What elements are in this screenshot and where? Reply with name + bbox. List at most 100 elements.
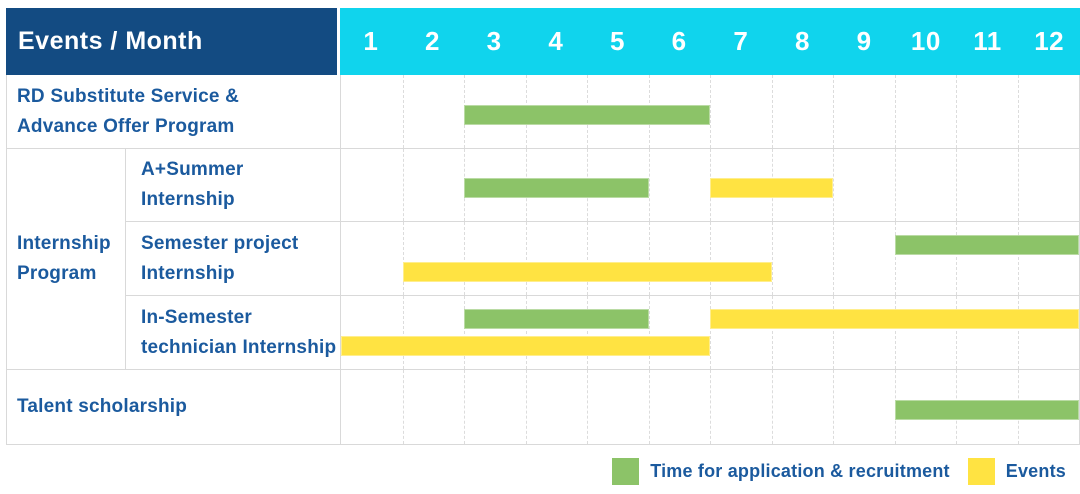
month-gridline: [956, 149, 957, 221]
row-label-line: Semester project: [141, 232, 299, 254]
legend-label: Time for application & recruitment: [650, 461, 950, 481]
row-label-a-plus-summer-internship: A+Summer Internship: [126, 149, 340, 221]
month-gridline: [710, 222, 711, 295]
month-gridline: [956, 222, 957, 295]
month-gridline: [894, 222, 896, 295]
legend-item-green: Time for application & recruitment: [612, 458, 950, 485]
bar-application-recruitment: [894, 400, 1079, 420]
events-month-table: Events / Month 1 2 3 4 5 6 7 8 9 10 11 12 RD Substi…: [6, 8, 1080, 445]
month-gridline: [771, 370, 773, 444]
month-gridline: [710, 75, 711, 148]
month-label: 7: [733, 26, 749, 56]
timeline-talent-scholarship: [340, 370, 1079, 444]
month-label: 5: [610, 26, 625, 56]
month-label: 10: [910, 26, 941, 56]
month-gridline: [402, 296, 404, 369]
month-header-strip: 1 2 3 4 5 6 7 8 9 10 11 12: [340, 8, 1080, 75]
row-a-plus-summer-internship: A+Summer Internship: [126, 149, 1079, 221]
month-gridline: [771, 296, 773, 369]
month-gridline: [402, 149, 404, 221]
month-gridline: [894, 296, 896, 369]
row-in-semester-technician-internship: In-Semester technician Internship: [126, 295, 1079, 369]
timeline-semester-project-internship: [340, 222, 1079, 295]
row-label-line: In-Semester: [141, 306, 252, 328]
bar-application-recruitment: [464, 309, 649, 329]
header-events-month-cell: Events / Month: [6, 8, 340, 75]
month-gridline: [648, 370, 650, 444]
month-gridline: [587, 222, 588, 295]
month-label: 4: [548, 26, 564, 56]
row-label-line: technician Internship: [141, 336, 337, 358]
month-gridline: [648, 296, 650, 369]
month-label: 1: [363, 26, 379, 56]
month-gridline: [833, 370, 834, 444]
month-gridline: [1017, 75, 1019, 148]
month-gridline: [956, 75, 957, 148]
timeline-in-semester-technician-internship: [340, 296, 1079, 369]
month-gridline: [1017, 149, 1019, 221]
month-gridline: [525, 370, 527, 444]
month-gridline: [464, 222, 465, 295]
row-label-line: Internship: [141, 262, 235, 284]
table-header-row: Events / Month 1 2 3 4 5 6 7 8 9 10 11 12: [6, 8, 1080, 75]
row-label-line: Advance Offer Program: [17, 115, 235, 137]
month-gridline: [710, 296, 711, 369]
row-semester-project-internship: Semester project Internship: [126, 221, 1079, 295]
month-gridline: [648, 222, 650, 295]
legend-label: Events: [1005, 461, 1066, 481]
month-gridline: [464, 370, 465, 444]
table-body: RD Substitute Service & Advance Offer Pr…: [6, 75, 1080, 445]
group-label-line: Internship: [17, 233, 111, 254]
bar-event: [402, 262, 772, 282]
legend-item-yellow: Events: [967, 458, 1066, 485]
month-gridline: [1017, 296, 1019, 369]
group-label-internship-program: Internship Program: [7, 149, 126, 369]
internship-program-rows: A+Summer Internship Semester project Int…: [126, 149, 1079, 369]
internship-program-group: Internship Program A+Summer Internship S…: [7, 148, 1079, 369]
month-gridline: [894, 149, 896, 221]
legend-swatch-green: [612, 458, 640, 485]
bar-event: [341, 336, 710, 356]
month-label: 12: [1034, 26, 1065, 56]
month-gridline: [956, 296, 957, 369]
month-label: 8: [795, 26, 810, 56]
bar-application-recruitment: [464, 104, 710, 125]
month-gridline: [464, 296, 465, 369]
row-label-line: A+Summer: [141, 159, 244, 180]
row-label-semester-project-internship: Semester project Internship: [126, 222, 340, 295]
month-gridline: [402, 222, 404, 295]
row-label-line: Internship: [141, 189, 235, 210]
month-gridline: [402, 75, 404, 148]
month-gridline: [771, 75, 773, 148]
timeline-rd-substitute-service: [340, 75, 1079, 148]
month-gridline: [1017, 222, 1019, 295]
row-talent-scholarship: Talent scholarship: [7, 369, 1079, 444]
month-gridline: [894, 75, 896, 148]
month-label: 3: [486, 26, 502, 56]
row-label-in-semester-technician-internship: In-Semester technician Internship: [126, 296, 340, 369]
bar-application-recruitment: [894, 235, 1079, 255]
month-gridline: [587, 370, 588, 444]
month-gridline: [648, 149, 650, 221]
month-gridline: [710, 370, 711, 444]
row-label-rd-substitute-service: RD Substitute Service & Advance Offer Pr…: [7, 75, 340, 148]
month-label: 6: [671, 26, 687, 56]
month-gridline: [833, 149, 834, 221]
row-rd-substitute-service: RD Substitute Service & Advance Offer Pr…: [7, 75, 1079, 148]
month-gridline: [587, 296, 588, 369]
bar-application-recruitment: [464, 178, 649, 198]
legend: Time for application & recruitment Events: [612, 458, 1066, 485]
month-gridline: [525, 296, 527, 369]
month-label: 2: [425, 26, 440, 56]
month-gridline: [833, 222, 834, 295]
month-gridline: [525, 222, 527, 295]
row-label-line: Talent scholarship: [17, 396, 188, 417]
month-label: 11: [973, 26, 1002, 56]
month-gridline: [833, 75, 834, 148]
timeline-a-plus-summer-internship: [340, 149, 1079, 221]
bar-event: [710, 178, 833, 198]
bar-event: [710, 309, 1079, 329]
row-label-line: RD Substitute Service &: [17, 85, 240, 107]
month-gridline: [833, 296, 834, 369]
